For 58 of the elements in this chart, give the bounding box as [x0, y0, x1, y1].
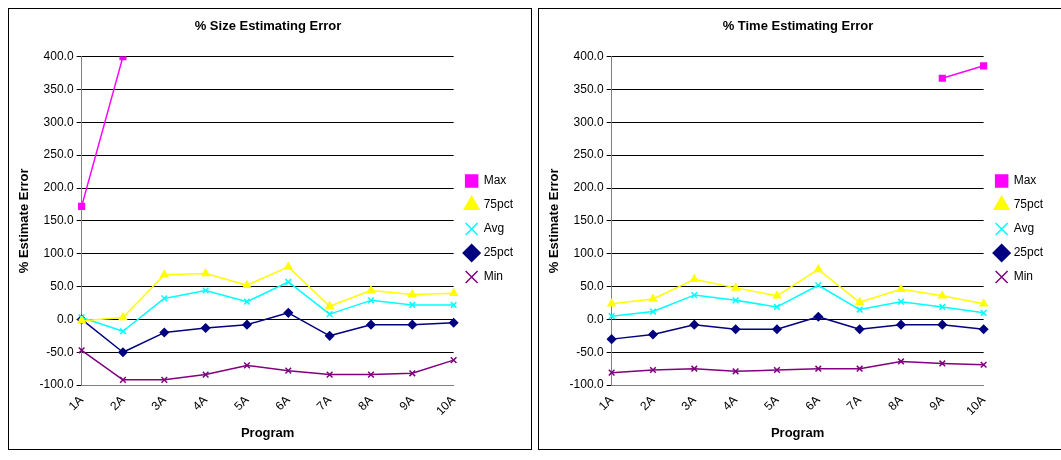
x-axis-title: Program: [240, 424, 295, 440]
y-tick-label: 350.0: [573, 81, 604, 96]
legend-label: 75pct: [483, 197, 514, 212]
y-tick-label: 200.0: [573, 180, 604, 195]
x-tick-label: 10A: [433, 392, 459, 418]
y-tick-label: 50.0: [50, 278, 74, 293]
y-tick-label: 50.0: [580, 278, 604, 293]
y-tick-label: -100.0: [569, 377, 604, 392]
x-axis-title: Program: [770, 424, 825, 440]
y-tick-label: 400.0: [43, 48, 74, 63]
x-tick-label: 3A: [678, 392, 699, 414]
x-tick-label: 2A: [637, 392, 658, 414]
x-tick-label: 5A: [231, 392, 252, 414]
x-tick-label: 1A: [65, 392, 87, 414]
x-tick-label: 8A: [885, 392, 906, 414]
legend-label: Max: [483, 173, 507, 188]
legend-label: Max: [1013, 173, 1037, 188]
y-tick-label: 300.0: [573, 114, 604, 129]
y-tick-label: 0.0: [586, 311, 604, 326]
x-tick-label: 9A: [926, 392, 947, 414]
y-tick-label: -100.0: [39, 377, 74, 392]
y-tick-label: 250.0: [573, 147, 604, 162]
legend-label: 25pct: [483, 245, 514, 260]
legend-label: Min: [1013, 269, 1033, 284]
x-tick-label: 6A: [802, 392, 823, 414]
x-tick-label: 6A: [272, 392, 293, 414]
y-tick-label: 0.0: [56, 311, 74, 326]
x-tick-label: 7A: [313, 392, 335, 414]
x-tick-label: 3A: [148, 392, 169, 414]
legend-label: 25pct: [1013, 245, 1044, 260]
y-tick-label: 100.0: [573, 246, 604, 261]
y-tick-label: 200.0: [43, 180, 74, 195]
y-tick-label: 150.0: [43, 213, 74, 228]
y-tick-label: 350.0: [43, 81, 74, 96]
legend-label: Avg: [483, 221, 505, 236]
y-tick-label: 400.0: [573, 48, 604, 63]
y-tick-label: -50.0: [576, 344, 604, 359]
y-axis-title: % Estimate Error: [546, 168, 562, 274]
legend-label: Avg: [1013, 221, 1035, 236]
y-tick-label: 250.0: [43, 147, 74, 162]
x-tick-label: 4A: [719, 392, 741, 414]
x-tick-label: 5A: [761, 392, 782, 414]
x-tick-label: 1A: [595, 392, 617, 414]
x-tick-label: 7A: [843, 392, 865, 414]
y-tick-label: -50.0: [46, 344, 74, 359]
x-tick-label: 8A: [355, 392, 376, 414]
x-tick-label: 9A: [396, 392, 417, 414]
y-tick-label: 300.0: [43, 114, 74, 129]
x-tick-label: 4A: [189, 392, 211, 414]
legend-label: 75pct: [1013, 197, 1044, 212]
legend-label: Min: [483, 269, 503, 284]
y-tick-label: 150.0: [573, 213, 604, 228]
chart-title: % Time Estimating Error: [722, 18, 874, 34]
chart-title: % Size Estimating Error: [194, 18, 342, 34]
y-axis-title: % Estimate Error: [16, 168, 32, 274]
y-tick-label: 100.0: [43, 246, 74, 261]
x-tick-label: 2A: [107, 392, 128, 414]
x-tick-label: 10A: [963, 392, 989, 418]
